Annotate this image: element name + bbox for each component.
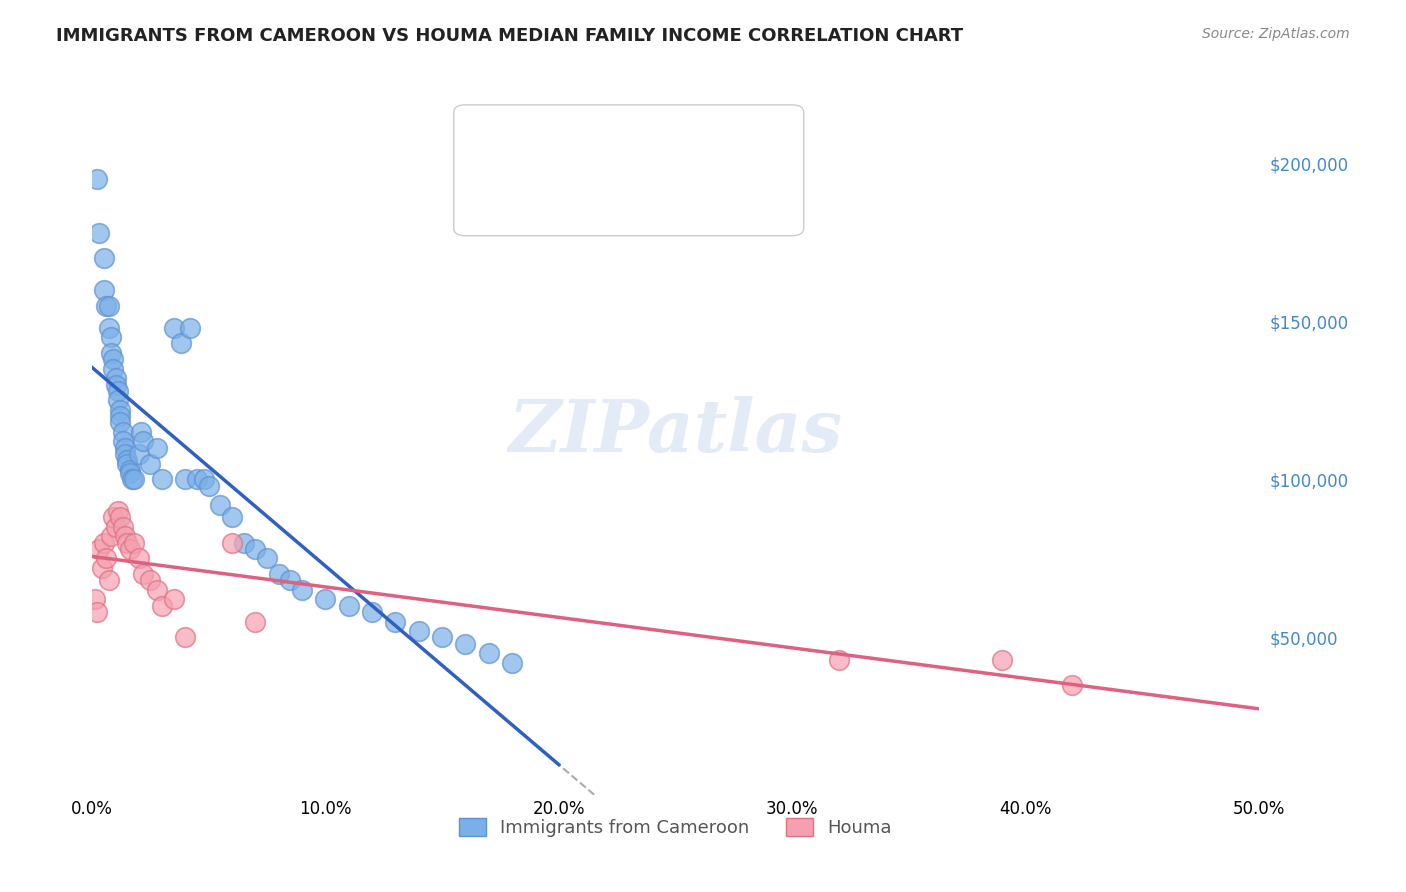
Point [245, 541, 267, 556]
Point [129, 425, 152, 439]
Point [256, 551, 278, 566]
Point [408, 624, 430, 638]
Point [121, 472, 143, 486]
Point [361, 605, 384, 619]
Point [501, 656, 523, 670]
Point [86, 605, 108, 619]
Point [209, 498, 232, 512]
Point [314, 592, 336, 607]
Point [114, 447, 136, 461]
Point [179, 320, 201, 334]
Point [93, 535, 115, 549]
Point [115, 453, 138, 467]
Point [232, 535, 254, 549]
Point [139, 457, 162, 471]
Point [221, 510, 243, 524]
Point [101, 352, 124, 367]
Text: IMMIGRANTS FROM CAMEROON VS HOUMA MEDIAN FAMILY INCOME CORRELATION CHART: IMMIGRANTS FROM CAMEROON VS HOUMA MEDIAN… [56, 27, 963, 45]
Point [146, 441, 169, 455]
Point [93, 251, 115, 265]
Point [118, 463, 141, 477]
Point [146, 582, 169, 597]
Point [221, 535, 243, 549]
Point [89, 541, 111, 556]
Legend: Immigrants from Cameroon, Houma: Immigrants from Cameroon, Houma [451, 811, 898, 845]
Point [104, 377, 127, 392]
Point [111, 425, 134, 439]
Point [108, 510, 131, 524]
Point [100, 346, 122, 360]
Point [163, 320, 186, 334]
Point [101, 361, 124, 376]
Point [108, 402, 131, 417]
Point [280, 574, 302, 588]
Point [83, 592, 105, 607]
Point [193, 472, 215, 486]
Point [114, 441, 136, 455]
Point [100, 529, 122, 543]
Point [114, 529, 136, 543]
Point [107, 384, 129, 398]
Point [111, 434, 134, 449]
Point [97, 299, 120, 313]
Point [122, 535, 145, 549]
Point [991, 652, 1014, 666]
Point [827, 652, 849, 666]
Point [337, 599, 360, 613]
Point [150, 599, 173, 613]
Point [97, 320, 120, 334]
Point [128, 551, 150, 566]
Point [174, 472, 197, 486]
Point [104, 520, 127, 534]
Point [291, 582, 314, 597]
Point [115, 535, 138, 549]
Point [170, 336, 193, 351]
Text: Source: ZipAtlas.com: Source: ZipAtlas.com [1202, 27, 1350, 41]
Point [90, 561, 112, 575]
Point [174, 631, 197, 645]
Point [118, 466, 141, 480]
Point [430, 631, 453, 645]
Point [93, 283, 115, 297]
Point [89, 226, 111, 240]
Point [478, 646, 501, 660]
Text: ZIPatlas: ZIPatlas [509, 396, 842, 467]
Point [132, 434, 155, 449]
Point [108, 409, 131, 424]
Point [96, 551, 118, 566]
Point [150, 472, 173, 486]
Point [163, 592, 186, 607]
Point [118, 541, 141, 556]
Point [111, 520, 134, 534]
Point [132, 567, 155, 582]
Point [384, 615, 406, 629]
Point [86, 172, 108, 186]
Point [1060, 678, 1083, 692]
Point [100, 330, 122, 344]
Point [107, 393, 129, 408]
Point [97, 574, 120, 588]
FancyBboxPatch shape [454, 105, 804, 235]
Point [267, 567, 290, 582]
Point [198, 478, 221, 492]
Point [122, 472, 145, 486]
Point [245, 615, 267, 629]
Point [108, 416, 131, 430]
Point [186, 472, 208, 486]
Point [128, 447, 150, 461]
Point [454, 637, 477, 651]
Point [104, 371, 127, 385]
Point [101, 510, 124, 524]
Point [107, 504, 129, 518]
Point [139, 574, 162, 588]
Point [115, 457, 138, 471]
Point [96, 299, 118, 313]
